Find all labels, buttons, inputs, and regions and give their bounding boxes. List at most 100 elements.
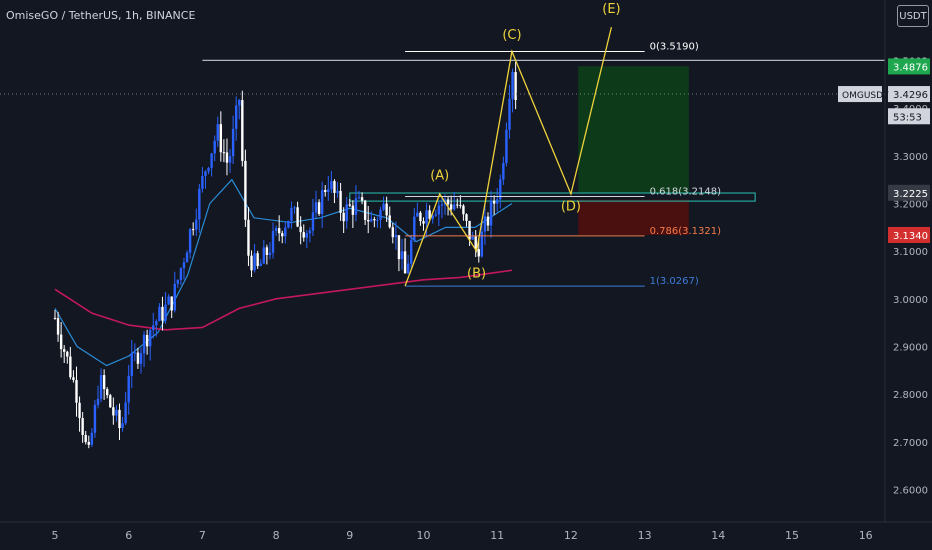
candle-124 — [434, 214, 437, 216]
candle-96 — [348, 204, 351, 206]
candle-86 — [317, 202, 321, 215]
candle-135 — [468, 220, 471, 240]
candle-134 — [465, 214, 468, 221]
candle-139 — [480, 231, 484, 257]
candle-104 — [373, 219, 376, 221]
candle-66 — [256, 253, 259, 267]
symbol-title: OmiseGO / TetherUS, 1h, BINANCE — [6, 9, 196, 22]
candle-140 — [483, 216, 487, 232]
candle-17 — [106, 389, 109, 396]
candle-125 — [437, 205, 441, 215]
candle-132 — [459, 205, 462, 207]
stop-zone — [578, 199, 689, 235]
x-tick-3: 8 — [273, 529, 280, 542]
candle-65 — [253, 253, 256, 271]
price-label-stop: 3.1340 — [893, 231, 928, 242]
candle-3 — [63, 349, 66, 352]
fib-label-2: 0.786(3.1321) — [650, 226, 722, 237]
candle-25 — [130, 353, 133, 376]
price-label-bg-countdown — [888, 108, 930, 125]
candle-32 — [152, 325, 155, 331]
moving-averages — [54, 178, 513, 367]
candle-130 — [453, 204, 456, 210]
candle-106 — [379, 209, 382, 220]
candle-10 — [84, 434, 87, 442]
candle-100 — [360, 197, 364, 201]
candle-59 — [234, 105, 238, 129]
price-label-bg-zone — [888, 184, 930, 201]
candle-111 — [394, 235, 398, 238]
candle-50 — [207, 167, 210, 172]
candle-34 — [158, 306, 161, 322]
candle-55 — [222, 152, 226, 154]
candle-45 — [191, 229, 195, 231]
candle-128 — [446, 199, 450, 205]
candle-101 — [363, 200, 367, 220]
y-tick-3: 2.9000 — [893, 343, 928, 354]
candle-114 — [403, 251, 407, 274]
wave-label-4: (E) — [602, 2, 620, 17]
candle-70 — [268, 252, 272, 256]
candle-2 — [59, 334, 63, 350]
y-tick-6: 3.2000 — [893, 200, 928, 211]
candle-61 — [241, 100, 244, 161]
candle-119 — [419, 212, 422, 222]
candle-115 — [406, 263, 410, 274]
candle-38 — [170, 296, 173, 311]
candle-56 — [225, 152, 229, 163]
candle-72 — [274, 228, 278, 231]
candle-48 — [201, 176, 204, 189]
candle-26 — [133, 352, 137, 354]
price-label-close: 3.4296 — [893, 90, 928, 101]
candle-74 — [281, 233, 284, 237]
candle-57 — [228, 156, 232, 163]
y-tick-5: 3.1000 — [893, 247, 928, 258]
candle-108 — [385, 203, 388, 216]
candle-144 — [496, 199, 499, 204]
x-tick-6: 11 — [490, 529, 504, 542]
candle-42 — [182, 262, 186, 269]
candle-13 — [93, 404, 97, 433]
candle-8 — [78, 402, 81, 419]
candle-1 — [56, 318, 60, 335]
fib-label-1: 0.618(3.2148) — [650, 186, 722, 197]
candle-27 — [136, 352, 140, 364]
candle-76 — [287, 220, 290, 228]
candle-23 — [124, 402, 127, 424]
fib-label-0: 0(3.5190) — [650, 41, 699, 52]
candle-136 — [471, 236, 474, 240]
candle-133 — [462, 205, 465, 215]
candle-87 — [320, 190, 324, 215]
candle-116 — [410, 240, 413, 264]
wave-label-0: (A) — [430, 169, 449, 184]
candle-40 — [176, 279, 180, 284]
price-label-last: 3.4876 — [893, 62, 928, 73]
candle-20 — [115, 409, 118, 416]
candle-105 — [376, 219, 379, 221]
candle-88 — [324, 190, 327, 192]
candle-67 — [259, 263, 262, 267]
candle-0 — [53, 317, 57, 319]
drawings: 0(3.5190) 0.618(3.2148) 0.786(3.1321) 1(3.0… — [0, 2, 885, 287]
candle-75 — [284, 227, 287, 237]
candle-47 — [198, 188, 201, 220]
candle-82 — [305, 233, 309, 238]
candle-121 — [425, 210, 428, 224]
candle-9 — [81, 418, 84, 435]
wave-label-3: (D) — [561, 200, 581, 215]
candle-11 — [87, 441, 90, 445]
currency-button[interactable]: USDT — [897, 5, 929, 27]
candle-51 — [210, 153, 213, 168]
candle-44 — [188, 229, 192, 253]
candle-143 — [492, 200, 496, 204]
y-tick-4: 3.0000 — [893, 295, 928, 306]
candle-147 — [505, 129, 508, 163]
candle-30 — [145, 334, 149, 347]
candle-31 — [148, 330, 152, 347]
x-tick-5: 10 — [417, 529, 431, 542]
x-tick-1: 6 — [125, 529, 132, 542]
candle-99 — [357, 197, 361, 199]
candle-95 — [345, 204, 348, 222]
candle-46 — [195, 219, 198, 230]
